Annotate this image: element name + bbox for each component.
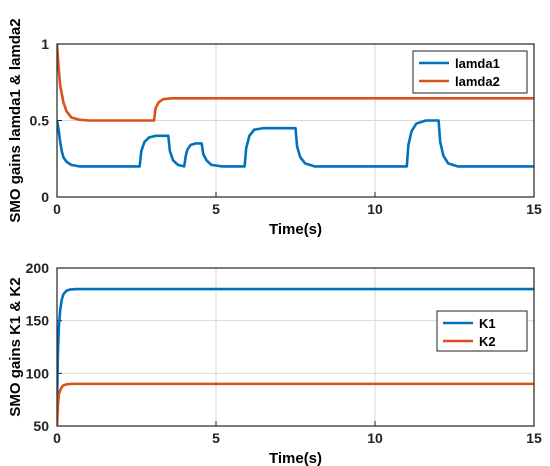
series-line-k2 — [57, 382, 534, 427]
x-tick-label: 0 — [53, 430, 61, 446]
x-tick-label: 5 — [212, 430, 220, 446]
y-tick-label: 50 — [33, 418, 49, 434]
x-tick-label: 0 — [53, 201, 61, 217]
legend-label-lamda2: lamda2 — [455, 74, 500, 89]
y-tick-label: 0.5 — [30, 113, 50, 129]
y-tick-label: 0 — [41, 189, 49, 205]
x-tick-label: 10 — [367, 201, 383, 217]
y-tick-label: 1 — [41, 36, 49, 52]
x-axis-label: Time(s) — [269, 221, 322, 238]
plot-frame — [56, 267, 535, 427]
x-tick-label: 15 — [526, 201, 542, 217]
legend-label-lamda1: lamda1 — [455, 56, 500, 71]
y-axis-label: SMO gains lamda1 & lamda2 — [7, 18, 24, 222]
series-line-lamda2 — [57, 43, 534, 122]
legend-label-k2: K2 — [479, 334, 496, 349]
legend-box — [436, 310, 528, 352]
x-tick-label: 5 — [212, 201, 220, 217]
x-axis-label: Time(s) — [269, 450, 322, 466]
chart-2: 0 5 10 15 50 100 150 200 Time(s) SMO gains K1 & K… — [7, 260, 542, 466]
plot-frame — [56, 43, 535, 198]
series-line-k1 — [57, 287, 534, 405]
series-line-lamda1 — [57, 119, 534, 168]
x-tick-label: 10 — [367, 430, 383, 446]
legend-box — [412, 50, 528, 94]
x-tick-label: 15 — [526, 430, 542, 446]
chart-1: 0 5 10 15 0 0.5 1 Time(s) SMO gains lamda1 & lam… — [7, 18, 542, 238]
y-tick-label: 100 — [26, 365, 50, 381]
legend-label-k1: K1 — [479, 316, 496, 331]
y-tick-label: 150 — [26, 313, 50, 329]
y-tick-label: 200 — [26, 260, 50, 276]
y-axis-label: SMO gains K1 & K2 — [7, 277, 24, 416]
legend: lamda1 lamda2 — [412, 50, 528, 94]
